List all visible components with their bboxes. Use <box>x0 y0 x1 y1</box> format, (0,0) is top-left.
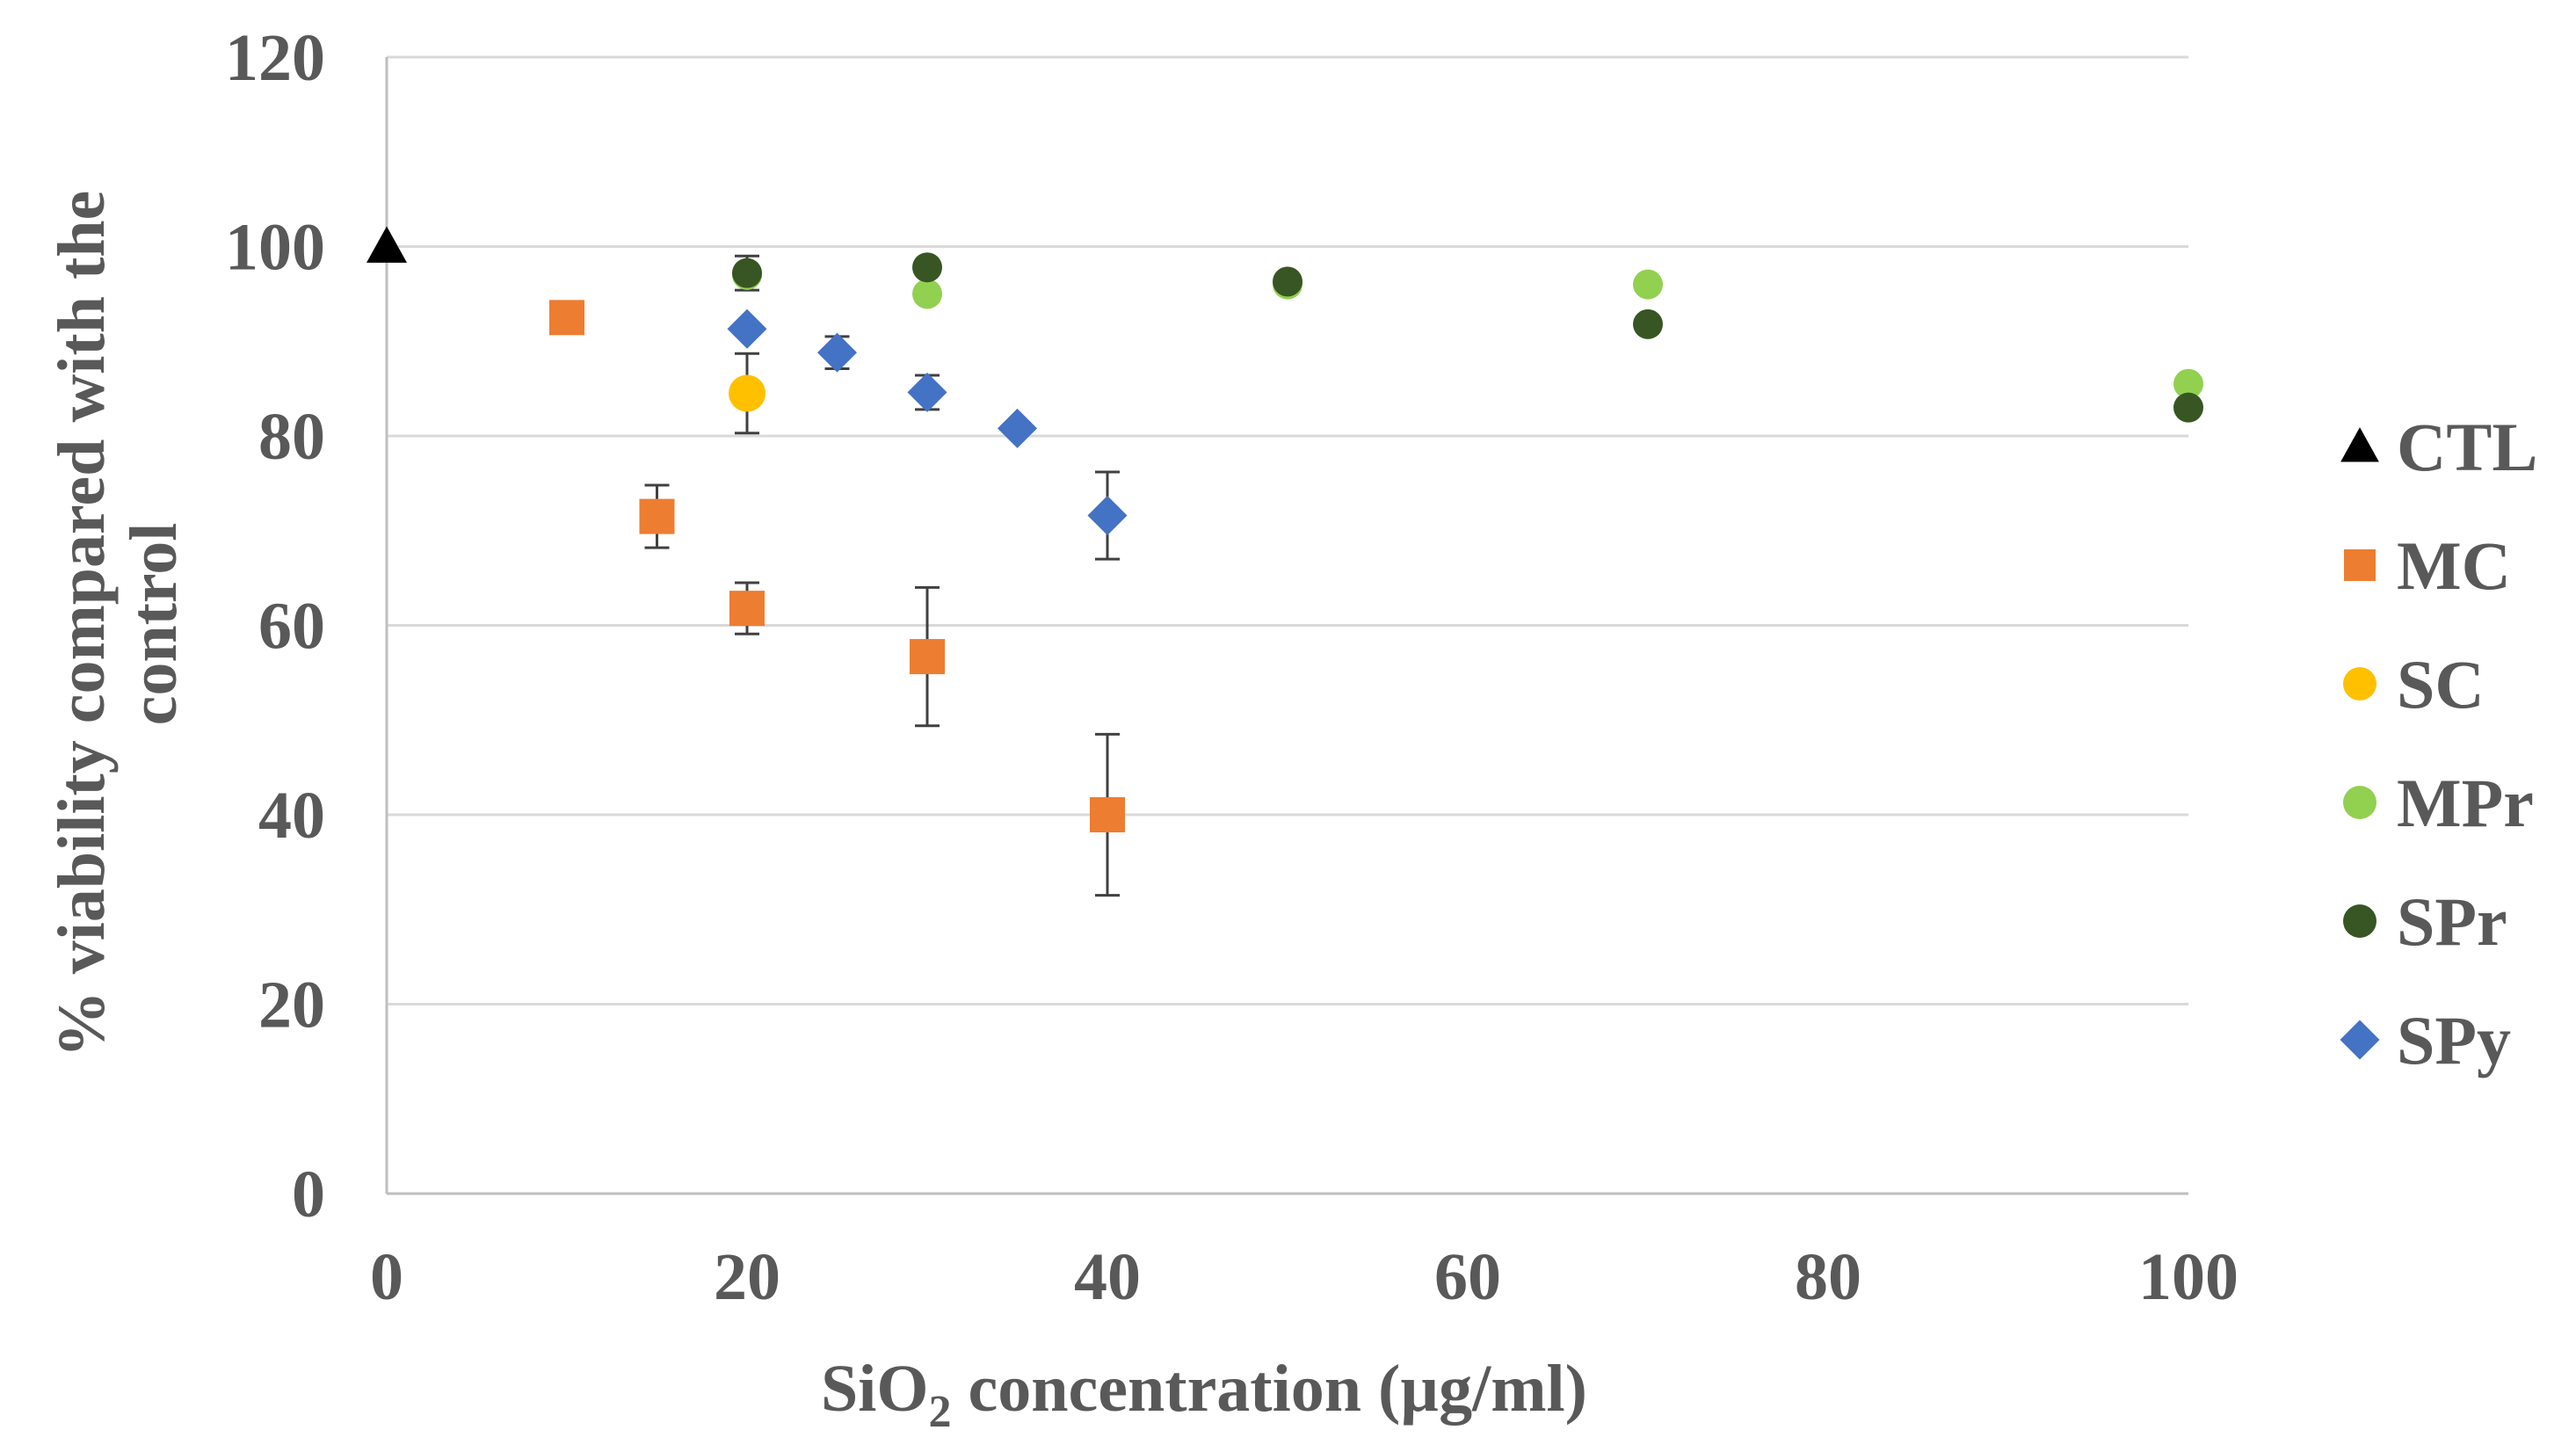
x-axis-title-subscript: 2 <box>929 1387 952 1437</box>
point-mpr <box>1633 269 1663 300</box>
legend-label-spr: SPr <box>2397 883 2507 960</box>
point-mc <box>639 498 675 534</box>
gridlines <box>387 55 2188 1006</box>
legend-item-mc: MC <box>2344 527 2511 604</box>
legend-marker-sc <box>2343 667 2376 701</box>
y-tick-label: 120 <box>225 21 325 95</box>
point-mc <box>549 300 584 336</box>
x-tick-label: 60 <box>1434 1240 1501 1314</box>
x-tick-label: 20 <box>714 1240 780 1314</box>
y-tick-label: 80 <box>258 400 325 474</box>
y-tick-label: 60 <box>258 590 325 664</box>
y-tick-label: 40 <box>258 779 325 853</box>
x-axis-title: SiO2 concentration (µg/ml) <box>821 1352 1587 1437</box>
y-tick-label: 20 <box>258 969 325 1042</box>
point-mpr <box>912 279 942 309</box>
legend-item-ctl: CTL <box>2340 409 2537 485</box>
legend-label-mpr: MPr <box>2397 765 2534 841</box>
legend-marker-mc <box>2344 549 2376 581</box>
point-mc <box>729 591 765 627</box>
point-spr <box>912 252 942 283</box>
point-sc <box>729 374 766 412</box>
x-tick-label: 0 <box>370 1240 403 1314</box>
legend-item-sc: SC <box>2343 646 2485 722</box>
point-spy <box>727 309 767 349</box>
legend-label-spy: SPy <box>2397 1002 2511 1078</box>
legend-item-spy: SPy <box>2340 1002 2511 1078</box>
point-mc <box>910 639 945 675</box>
legend-marker-spr <box>2343 904 2376 938</box>
legend-marker-spy <box>2340 1020 2380 1060</box>
point-spy <box>817 332 857 373</box>
legend-label-ctl: CTL <box>2397 409 2537 485</box>
legend-label-sc: SC <box>2397 646 2485 722</box>
x-axis-title-rest: concentration (µg/ml) <box>952 1352 1587 1426</box>
error-bars <box>644 254 1120 897</box>
point-mpr <box>2173 368 2203 399</box>
point-spy <box>998 408 1037 448</box>
y-axis-title-line2: control <box>117 523 191 726</box>
y-tick-label: 0 <box>292 1158 325 1231</box>
x-tick-label: 100 <box>2138 1240 2239 1314</box>
point-spy <box>907 372 947 412</box>
point-ctl <box>366 226 407 263</box>
legend-marker-mpr <box>2343 786 2376 819</box>
x-tick-labels: 0 20 40 60 80 100 <box>370 1240 2239 1314</box>
x-tick-label: 80 <box>1795 1240 1861 1314</box>
point-spr <box>2173 392 2203 423</box>
legend-item-spr: SPr <box>2343 883 2507 960</box>
y-tick-label: 100 <box>225 211 325 285</box>
legend-marker-ctl <box>2340 427 2379 462</box>
x-tick-label: 40 <box>1074 1240 1141 1314</box>
legend: CTL MC SC MPr SPr SPy <box>2340 409 2537 1078</box>
x-axis-title-main: SiO <box>821 1352 929 1426</box>
point-spr <box>732 258 762 288</box>
y-axis-title-line1: % viability compared with the <box>45 191 119 1058</box>
point-mc <box>1090 797 1125 832</box>
legend-item-mpr: MPr <box>2343 765 2534 841</box>
point-spr <box>1273 266 1303 297</box>
legend-label-mc: MC <box>2397 527 2511 604</box>
point-spr <box>1633 309 1663 339</box>
y-tick-labels: 0 20 40 60 80 100 120 <box>225 21 325 1231</box>
data-points <box>366 226 2203 832</box>
point-spy <box>1087 496 1128 536</box>
